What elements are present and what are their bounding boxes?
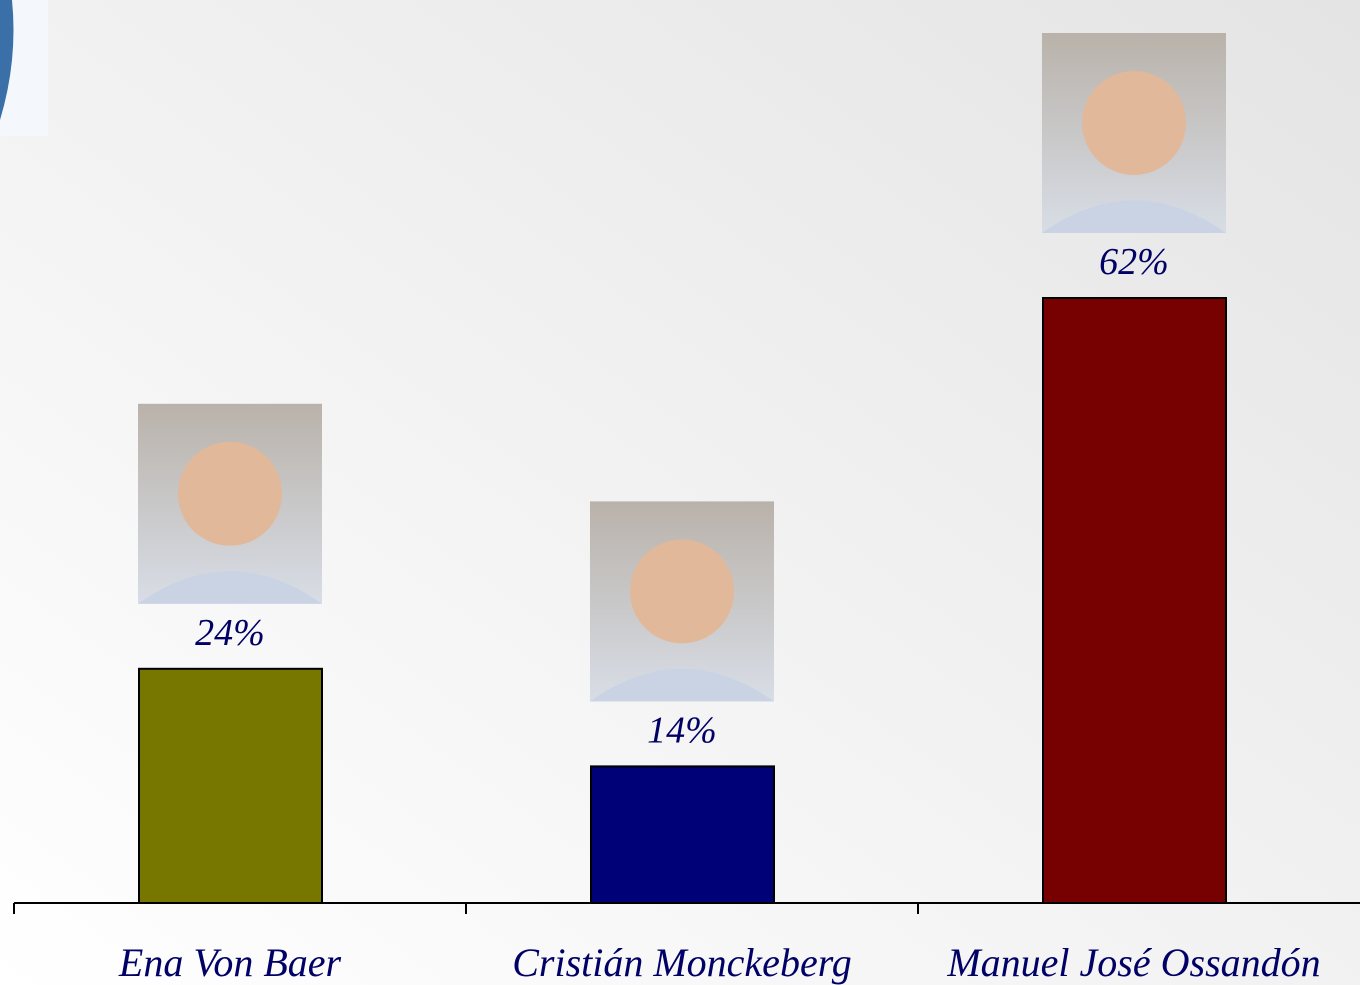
photo-shoulders: [1042, 200, 1226, 233]
value-label: 62%: [1099, 241, 1169, 283]
photo-shoulders: [138, 571, 322, 604]
photo-face: [1082, 71, 1186, 175]
value-label: 24%: [195, 612, 265, 654]
logo-mark: [0, 0, 14, 120]
photo-face: [630, 539, 734, 644]
photo-face: [178, 441, 282, 546]
photo-shoulders: [590, 668, 774, 702]
value-label: 14%: [647, 709, 717, 751]
bar: [138, 667, 323, 904]
x-tick-label: Ena Von Baer: [118, 940, 342, 985]
bar: [590, 765, 775, 904]
bar: [1042, 297, 1227, 904]
x-tick-label: Cristián Monckeberg: [512, 940, 852, 985]
x-tick-label: Manuel José Ossandón: [946, 940, 1320, 985]
